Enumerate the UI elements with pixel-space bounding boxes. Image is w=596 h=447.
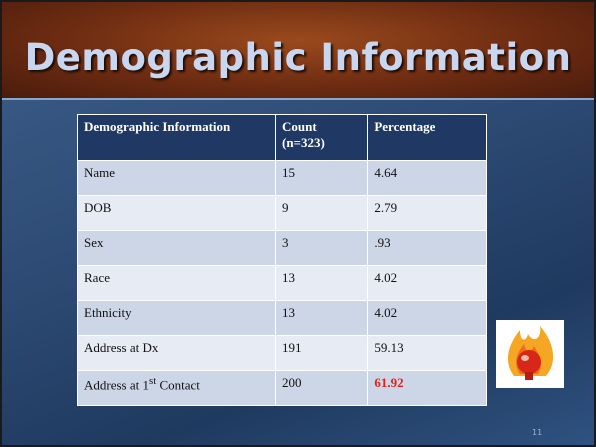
slide-number: 11 [532, 428, 542, 437]
table-cell: 191 [275, 336, 367, 371]
table-cell: 2.79 [368, 196, 487, 231]
table-cell: DOB [78, 196, 276, 231]
table-cell: 3 [275, 231, 367, 266]
slide: Demographic Information Demographic Info… [0, 0, 596, 447]
table-cell: 4.02 [368, 266, 487, 301]
slide-title: Demographic Information [2, 36, 594, 79]
table-cell: 200 [275, 371, 367, 406]
column-header: Count(n=323) [275, 115, 367, 161]
table-cell: Name [78, 161, 276, 196]
table-cell: Sex [78, 231, 276, 266]
table-cell: 4.02 [368, 301, 487, 336]
fire-icon [496, 320, 564, 388]
table-cell: Address at 1st Contact [78, 371, 276, 406]
label-part: Contact [156, 377, 200, 392]
label-part: Address at 1 [84, 377, 149, 392]
table-cell: 61.92 [368, 371, 487, 406]
table-cell: 59.13 [368, 336, 487, 371]
table-cell: 13 [275, 266, 367, 301]
header-line: (n=323) [282, 135, 361, 151]
header-line: Count [282, 119, 361, 135]
table-cell: Address at Dx [78, 336, 276, 371]
column-header: Demographic Information [78, 115, 276, 161]
table-cell: 13 [275, 301, 367, 336]
table-cell: 15 [275, 161, 367, 196]
table-cell: Race [78, 266, 276, 301]
table-cell: 9 [275, 196, 367, 231]
column-header: Percentage [368, 115, 487, 161]
table-cell: Ethnicity [78, 301, 276, 336]
table-cell: 4.64 [368, 161, 487, 196]
table-cell: .93 [368, 231, 487, 266]
